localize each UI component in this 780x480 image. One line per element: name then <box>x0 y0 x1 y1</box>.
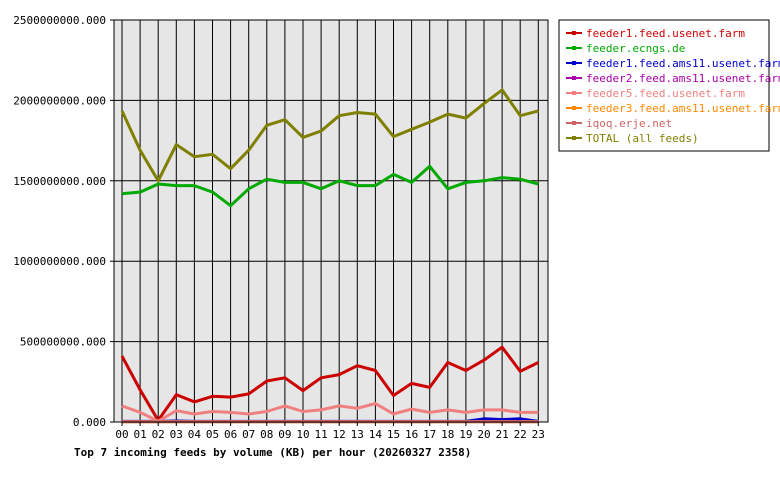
x-tick-label: 07 <box>242 428 255 441</box>
x-tick-label: 06 <box>224 428 237 441</box>
plot-frame <box>113 19 549 423</box>
gridlines <box>114 19 548 423</box>
legend-label: feeder5.feed.usenet.farm <box>586 87 745 100</box>
legend-swatch-marker <box>572 61 576 65</box>
x-tick-label: 14 <box>369 428 383 441</box>
y-tick-label: 2000000000.000 <box>13 94 106 107</box>
x-tick-label: 08 <box>260 428 273 441</box>
legend-swatch-marker <box>572 136 576 140</box>
legend-swatch-marker <box>572 121 576 125</box>
legend-box <box>558 19 770 152</box>
y-tick-label: 1000000000.000 <box>13 255 106 268</box>
x-tick-label: 03 <box>170 428 183 441</box>
legend-label: feeder1.feed.usenet.farm <box>586 27 745 40</box>
x-tick-label: 12 <box>333 428 346 441</box>
legend-label: feeder2.feed.ams11.usenet.farm <box>586 72 780 85</box>
x-tick-label: 21 <box>495 428 508 441</box>
x-axis-ticks: 00 01 02 03 04 05 06 07 08 09 10 11 12 13 14 15 16 17 18 19… <box>115 422 545 441</box>
y-axis-ticks: 0.000 500000000.000 1000000000.000 15000000… <box>13 14 114 429</box>
x-tick-label: 15 <box>387 428 400 441</box>
x-tick-label: 22 <box>514 428 527 441</box>
x-tick-label: 23 <box>532 428 545 441</box>
legend-label: feeder.ecngs.de <box>586 42 685 55</box>
x-tick-label: 05 <box>206 428 219 441</box>
y-tick-label: 1500000000.000 <box>13 175 106 188</box>
x-tick-label: 04 <box>188 428 202 441</box>
series-line-7 <box>120 88 539 183</box>
y-tick-label: 2500000000.000 <box>13 14 106 27</box>
x-tick-label: 09 <box>278 428 291 441</box>
series-line-4 <box>121 402 539 423</box>
legend-label: feeder1.feed.ams11.usenet.farm <box>586 57 780 70</box>
x-tick-label: 17 <box>423 428 436 441</box>
x-tick-label: 13 <box>351 428 364 441</box>
legend-swatch-marker <box>572 46 576 50</box>
x-tick-label: 10 <box>296 428 309 441</box>
legend-label: iqoq.erje.net <box>586 117 672 130</box>
chart-title: Top 7 incoming feeds by volume (KB) per … <box>74 446 471 459</box>
x-tick-label: 00 <box>115 428 128 441</box>
x-tick-label: 18 <box>441 428 454 441</box>
y-tick-label: 500000000.000 <box>20 336 106 349</box>
plot-background <box>114 20 548 422</box>
series-line-0 <box>120 345 539 422</box>
x-tick-label: 11 <box>314 428 327 441</box>
legend-swatch-marker <box>572 106 576 110</box>
legend-swatch-marker <box>572 91 576 95</box>
x-tick-label: 01 <box>133 428 146 441</box>
x-tick-label: 02 <box>152 428 165 441</box>
x-tick-label: 16 <box>405 428 418 441</box>
legend-swatch-marker <box>572 76 576 80</box>
y-tick-label: 0.000 <box>73 416 106 429</box>
legend-label: TOTAL (all feeds) <box>586 132 699 145</box>
series-line-1 <box>121 164 539 208</box>
x-tick-label: 20 <box>477 428 490 441</box>
x-tick-label: 19 <box>459 428 472 441</box>
legend-swatch-marker <box>572 31 576 35</box>
legend: feeder1.feed.usenet.farm feeder.ecngs.de f… <box>558 19 780 152</box>
legend-label: feeder3.feed.ams11.usenet.farm <box>586 102 780 115</box>
